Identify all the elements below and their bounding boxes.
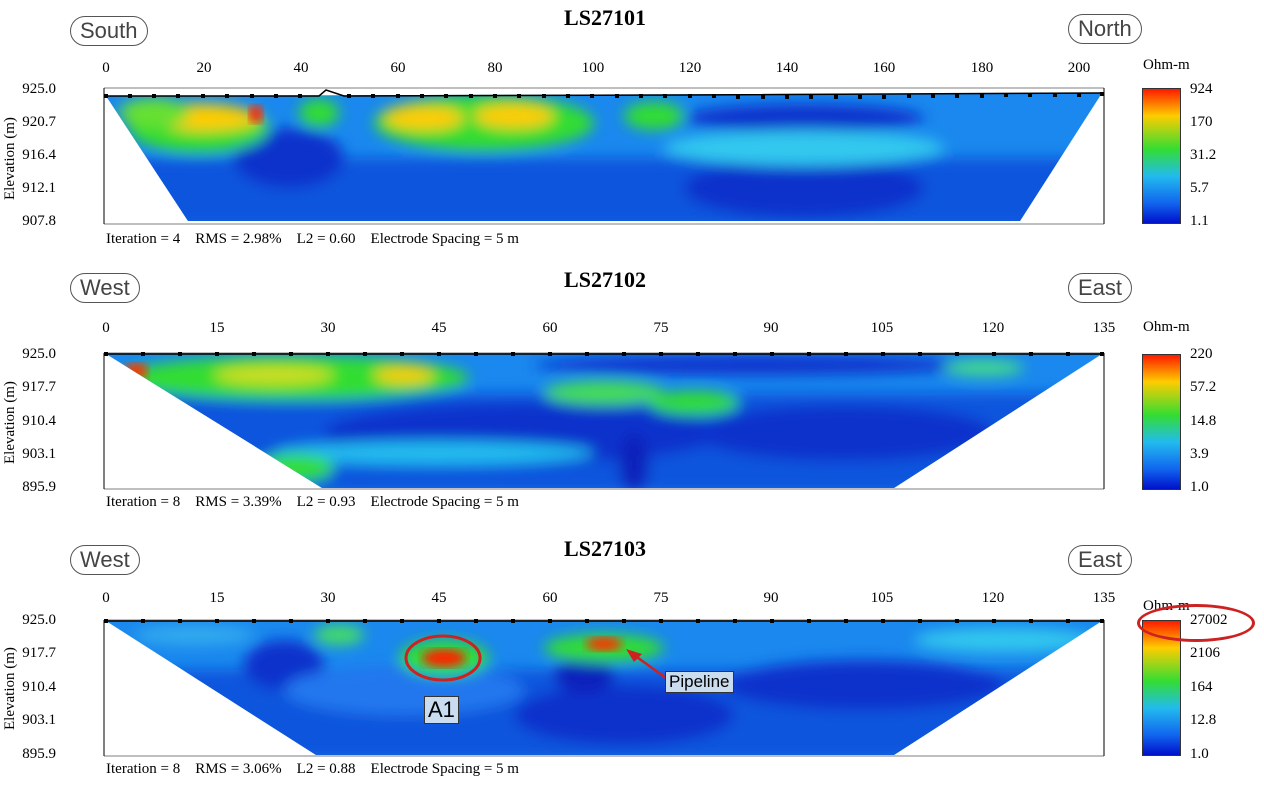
right-direction-label: North: [1068, 14, 1142, 44]
x-tick-label: 105: [870, 320, 894, 336]
colorbar-tick-label: 1.1: [1190, 213, 1209, 229]
x-tick-label: 0: [102, 60, 110, 76]
x-tick-label: 0: [102, 590, 110, 606]
left-direction-label: West: [70, 273, 140, 303]
y-tick-label: 895.9: [22, 479, 56, 495]
colorbar-tick-label: 57.2: [1190, 379, 1217, 395]
panel-title: LS27101: [564, 5, 646, 30]
x-tick-label: 120: [981, 590, 1005, 606]
right-direction-label: East: [1068, 273, 1133, 303]
y-tick-label: 903.1: [22, 712, 56, 728]
y-tick-label: 910.4: [22, 413, 56, 429]
colorbar-tick-label: 924: [1190, 81, 1213, 97]
x-tick-label: 40: [293, 60, 309, 76]
left-direction-label: South: [70, 16, 148, 46]
colorbar-tick-label: 164: [1190, 679, 1213, 695]
x-tick-label: 200: [1067, 60, 1091, 76]
resistivity-heatmap: [103, 619, 1105, 757]
x-tick-label: 60: [542, 320, 558, 336]
y-tick-label: 916.4: [22, 147, 56, 163]
colorbar: [1142, 354, 1181, 490]
section-panel-2: LS27102 West East 0 15 30 45 60 75 90 10…: [0, 262, 1264, 524]
x-tick-label: 105: [870, 590, 894, 606]
x-tick-label: 15: [209, 590, 225, 606]
x-tick-label: 45: [431, 590, 447, 606]
x-tick-label: 120: [678, 60, 702, 76]
colorbar-tick-label: 2106: [1190, 645, 1220, 661]
a1-highlight-circle: [404, 634, 482, 682]
x-tick-label: 0: [102, 320, 110, 336]
colorbar: [1142, 620, 1181, 756]
x-tick-label: 30: [320, 320, 336, 336]
x-tick-label: 75: [653, 320, 669, 336]
x-tick-label: 45: [431, 320, 447, 336]
x-tick-label: 180: [970, 60, 994, 76]
y-tick-label: 925.0: [22, 81, 56, 97]
colorbar-tick-label: 5.7: [1190, 180, 1209, 196]
y-tick-label: 907.8: [22, 213, 56, 229]
panel-title: LS27102: [564, 267, 646, 292]
x-tick-label: 75: [653, 590, 669, 606]
y-tick-label: 917.7: [22, 645, 56, 661]
left-direction-label: West: [70, 545, 140, 575]
y-tick-label: 910.4: [22, 679, 56, 695]
annotation-label-pipeline: Pipeline: [665, 671, 734, 693]
x-tick-label: 60: [390, 60, 406, 76]
x-tick-label: 15: [209, 320, 225, 336]
colorbar-tick-label: 12.8: [1190, 712, 1217, 728]
x-tick-label: 160: [872, 60, 896, 76]
inversion-stats: Iteration = 8 RMS = 3.06% L2 = 0.88 Elec…: [106, 761, 519, 777]
x-tick-label: 140: [775, 60, 799, 76]
x-tick-label: 30: [320, 590, 336, 606]
colorbar-tick-label: 14.8: [1190, 413, 1217, 429]
colorbar: [1142, 88, 1181, 224]
y-tick-label: 920.7: [22, 114, 56, 130]
x-tick-label: 135: [1092, 320, 1116, 336]
max-value-highlight-oval: [1137, 604, 1255, 642]
panel-title: LS27103: [564, 536, 646, 561]
colorbar-unit: Ohm-m: [1143, 57, 1190, 73]
colorbar-tick-label: 220: [1190, 346, 1213, 362]
y-tick-label: 912.1: [22, 180, 56, 196]
annotation-label-a1: A1: [424, 696, 459, 724]
resistivity-section-plot: [103, 619, 1105, 757]
section-panel-3: LS27103 West East 0 15 30 45 60 75 90 10…: [0, 524, 1264, 786]
x-tick-label: 135: [1092, 590, 1116, 606]
colorbar-tick-label: 1.0: [1190, 746, 1209, 762]
colorbar-tick-label: 170: [1190, 114, 1213, 130]
y-tick-label: 917.7: [22, 379, 56, 395]
y-tick-label: 925.0: [22, 346, 56, 362]
resistivity-section-plot: [103, 352, 1105, 490]
resistivity-heatmap: [103, 352, 1105, 490]
section-panel-1: LS27101 South North 0 20 40 60 80 100 12…: [0, 0, 1264, 262]
y-tick-label: 903.1: [22, 446, 56, 462]
y-tick-label: 895.9: [22, 746, 56, 762]
pipeline-arrow-icon: [626, 649, 667, 680]
x-tick-label: 100: [581, 60, 605, 76]
x-tick-label: 90: [763, 320, 779, 336]
x-tick-label: 90: [763, 590, 779, 606]
inversion-stats: Iteration = 4 RMS = 2.98% L2 = 0.60 Elec…: [106, 231, 519, 247]
x-tick-label: 80: [487, 60, 503, 76]
resistivity-heatmap: [103, 87, 1105, 225]
colorbar-tick-label: 27002: [1190, 612, 1228, 628]
colorbar-tick-label: 3.9: [1190, 446, 1209, 462]
colorbar-unit: Ohm-m: [1143, 319, 1190, 335]
y-tick-label: 925.0: [22, 612, 56, 628]
x-tick-label: 20: [196, 60, 212, 76]
x-tick-label: 120: [981, 320, 1005, 336]
x-tick-label: 60: [542, 590, 558, 606]
inversion-stats: Iteration = 8 RMS = 3.39% L2 = 0.93 Elec…: [106, 494, 519, 510]
resistivity-section-plot: [103, 87, 1105, 225]
colorbar-tick-label: 1.0: [1190, 479, 1209, 495]
colorbar-tick-label: 31.2: [1190, 147, 1217, 163]
right-direction-label: East: [1068, 545, 1133, 575]
